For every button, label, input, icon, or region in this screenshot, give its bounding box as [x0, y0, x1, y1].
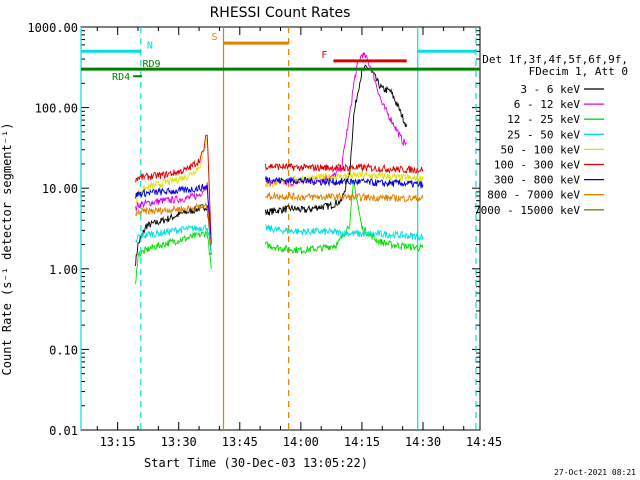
annotation-bar-label: F — [321, 50, 327, 61]
annotation-bar-label: RD9 — [142, 59, 160, 70]
legend-header-line: Det 1f,3f,4f,5f,6f,9f, — [482, 53, 628, 66]
series-line — [264, 162, 424, 174]
x-tick-label: 13:30 — [161, 435, 197, 449]
interval-lines-group — [80, 27, 477, 430]
y-tick-label: 0.10 — [49, 343, 78, 357]
legend-entry-label: 50 - 100 keV — [501, 143, 581, 156]
series-line — [135, 202, 212, 245]
legend-entry-label: 6 - 12 keV — [514, 98, 581, 111]
legend-entry-label: 12 - 25 keV — [507, 113, 580, 126]
x-axis-label: Start Time (30-Dec-03 13:05:22) — [144, 456, 368, 470]
legend-entry-label: 25 - 50 keV — [507, 128, 580, 141]
legend-entry-label: 3 - 6 keV — [520, 83, 580, 96]
y-tick-label: 0.01 — [49, 424, 78, 438]
x-tick-label: 13:15 — [100, 435, 136, 449]
series-line — [135, 134, 212, 245]
legend-entry-label: 100 - 300 keV — [494, 159, 580, 172]
timestamp: 27-Oct-2021 08:21 — [554, 468, 636, 477]
y-tick-label: 10.00 — [42, 182, 78, 196]
x-tick-label: 14:00 — [283, 435, 319, 449]
series-line — [135, 182, 212, 255]
annotation-bars-group: N S F RD4 RD9 — [81, 32, 480, 83]
y-tick-label: 100.00 — [35, 102, 78, 116]
series-line — [135, 137, 212, 245]
series-line — [264, 176, 424, 189]
annotation-bar-label: S — [211, 32, 217, 43]
legend-entry-label: 7000 - 15000 keV — [474, 204, 580, 217]
x-tick-label: 13:45 — [222, 435, 258, 449]
series-line — [265, 191, 424, 203]
series-line — [135, 223, 212, 255]
legend: Det 1f,3f,4f,5f,6f,9f,FDecim 1, Att 0 3 -… — [474, 53, 628, 217]
y-axis-label: Count Rate (s⁻¹ detector segment⁻¹) — [0, 123, 14, 376]
x-tick-label: 14:45 — [466, 435, 502, 449]
chart-title: RHESSI Count Rates — [210, 5, 351, 21]
annotation-bar-label: N — [147, 40, 153, 51]
series-line — [135, 204, 212, 267]
legend-entry-label: 300 - 800 keV — [494, 174, 580, 187]
y-tick-label: 1000.00 — [27, 21, 78, 35]
x-tick-label: 14:15 — [344, 435, 380, 449]
legend-entry-label: 800 - 7000 keV — [487, 189, 580, 202]
annotation-bar-label: RD4 — [112, 72, 130, 83]
series-line — [135, 229, 212, 285]
series-line — [264, 170, 424, 188]
series-line — [265, 224, 424, 242]
series-group — [135, 52, 424, 285]
x-tick-label: 14:30 — [405, 435, 441, 449]
y-tick-label: 1.00 — [49, 263, 78, 277]
series-line — [264, 64, 408, 216]
series-line — [135, 183, 212, 245]
legend-header-line: FDecim 1, Att 0 — [529, 65, 628, 78]
axes-group: 0.01 0.10 1.00 10.00 100.00 1000.00 13:15 13:30… — [27, 21, 502, 449]
